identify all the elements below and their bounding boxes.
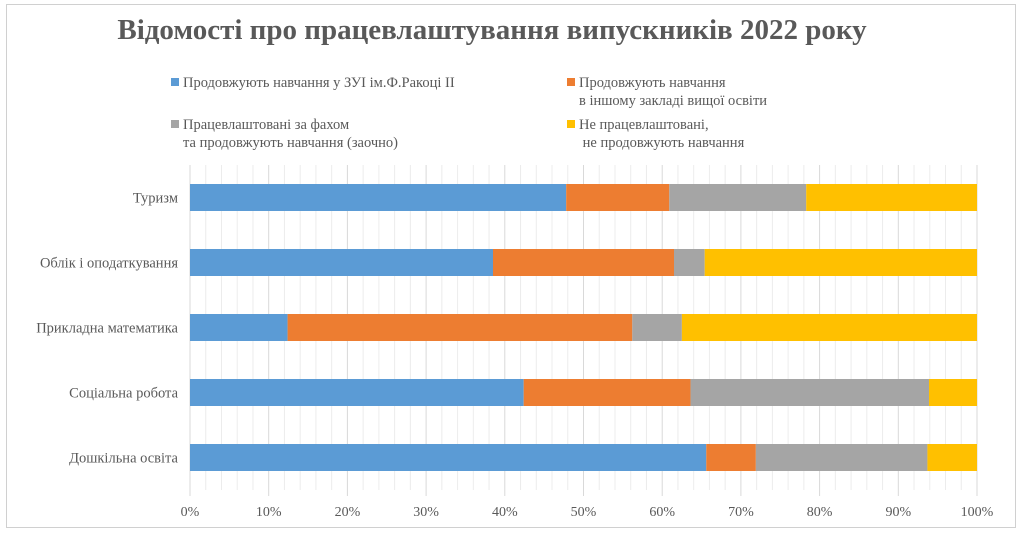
bar-segment bbox=[755, 444, 928, 471]
legend-swatch bbox=[567, 78, 575, 86]
bar-segment bbox=[669, 184, 807, 211]
legend-item: Працевлаштовані за фахом та продовжують н… bbox=[171, 116, 398, 152]
x-tick-label: 40% bbox=[492, 505, 518, 520]
legend-label: Продовжують навчання у ЗУІ ім.Ф.Ракоці І… bbox=[183, 75, 455, 91]
chart-frame bbox=[6, 4, 1016, 528]
legend-label: не продовжують навчання bbox=[579, 135, 745, 151]
x-tick-label: 50% bbox=[571, 505, 597, 520]
bar-segment bbox=[492, 249, 675, 276]
bar-segment bbox=[706, 444, 756, 471]
x-tick-label: 80% bbox=[807, 505, 833, 520]
legend-label: Продовжують навчання bbox=[579, 75, 726, 91]
bar-segment bbox=[190, 249, 493, 276]
legend-label: в іншому закладі вищої освіти bbox=[579, 93, 768, 109]
bar-segment bbox=[287, 314, 633, 341]
bar-segment bbox=[681, 314, 977, 341]
x-tick-label: 90% bbox=[885, 505, 911, 520]
category-label: Туризм bbox=[133, 191, 178, 207]
legend-label: та продовжують навчання (заочно) bbox=[183, 135, 398, 151]
bar-segment bbox=[566, 184, 670, 211]
legend-label: Працевлаштовані за фахом bbox=[183, 117, 350, 133]
bar-segment bbox=[674, 249, 705, 276]
bar-segment bbox=[190, 379, 524, 406]
x-tick-label: 100% bbox=[961, 505, 994, 520]
legend-label: Не працевлаштовані, bbox=[579, 117, 709, 133]
legend-swatch bbox=[171, 120, 179, 128]
bar-segment bbox=[704, 249, 977, 276]
bar-segment bbox=[632, 314, 682, 341]
bar-segment bbox=[928, 379, 977, 406]
bar-segment bbox=[190, 444, 707, 471]
x-tick-label: 0% bbox=[181, 505, 200, 520]
bar-segment bbox=[690, 379, 929, 406]
bar-segment bbox=[927, 444, 977, 471]
bar-segment bbox=[190, 314, 288, 341]
x-tick-label: 70% bbox=[728, 505, 754, 520]
category-label: Прикладна математика bbox=[36, 321, 178, 337]
x-tick-label: 30% bbox=[413, 505, 439, 520]
category-label: Соціальна робота bbox=[69, 386, 178, 402]
legend-item: Не працевлаштовані, не продовжують навча… bbox=[567, 116, 744, 152]
legend-item: Продовжують навчання у ЗУІ ім.Ф.Ракоці І… bbox=[171, 74, 455, 92]
category-label: Дошкільна освіта bbox=[69, 451, 178, 467]
legend-item: Продовжують навчання в іншому закладі вищ… bbox=[567, 74, 767, 110]
x-tick-label: 20% bbox=[335, 505, 361, 520]
category-label: Облік і оподаткування bbox=[40, 256, 178, 272]
bar-segment bbox=[806, 184, 977, 211]
x-tick-label: 60% bbox=[649, 505, 675, 520]
bar-segment bbox=[523, 379, 691, 406]
chart-title: Відомості про працевлаштування випускник… bbox=[117, 14, 867, 46]
legend-swatch bbox=[171, 78, 179, 86]
legend-swatch bbox=[567, 120, 575, 128]
bar-segment bbox=[190, 184, 567, 211]
x-tick-label: 10% bbox=[256, 505, 282, 520]
